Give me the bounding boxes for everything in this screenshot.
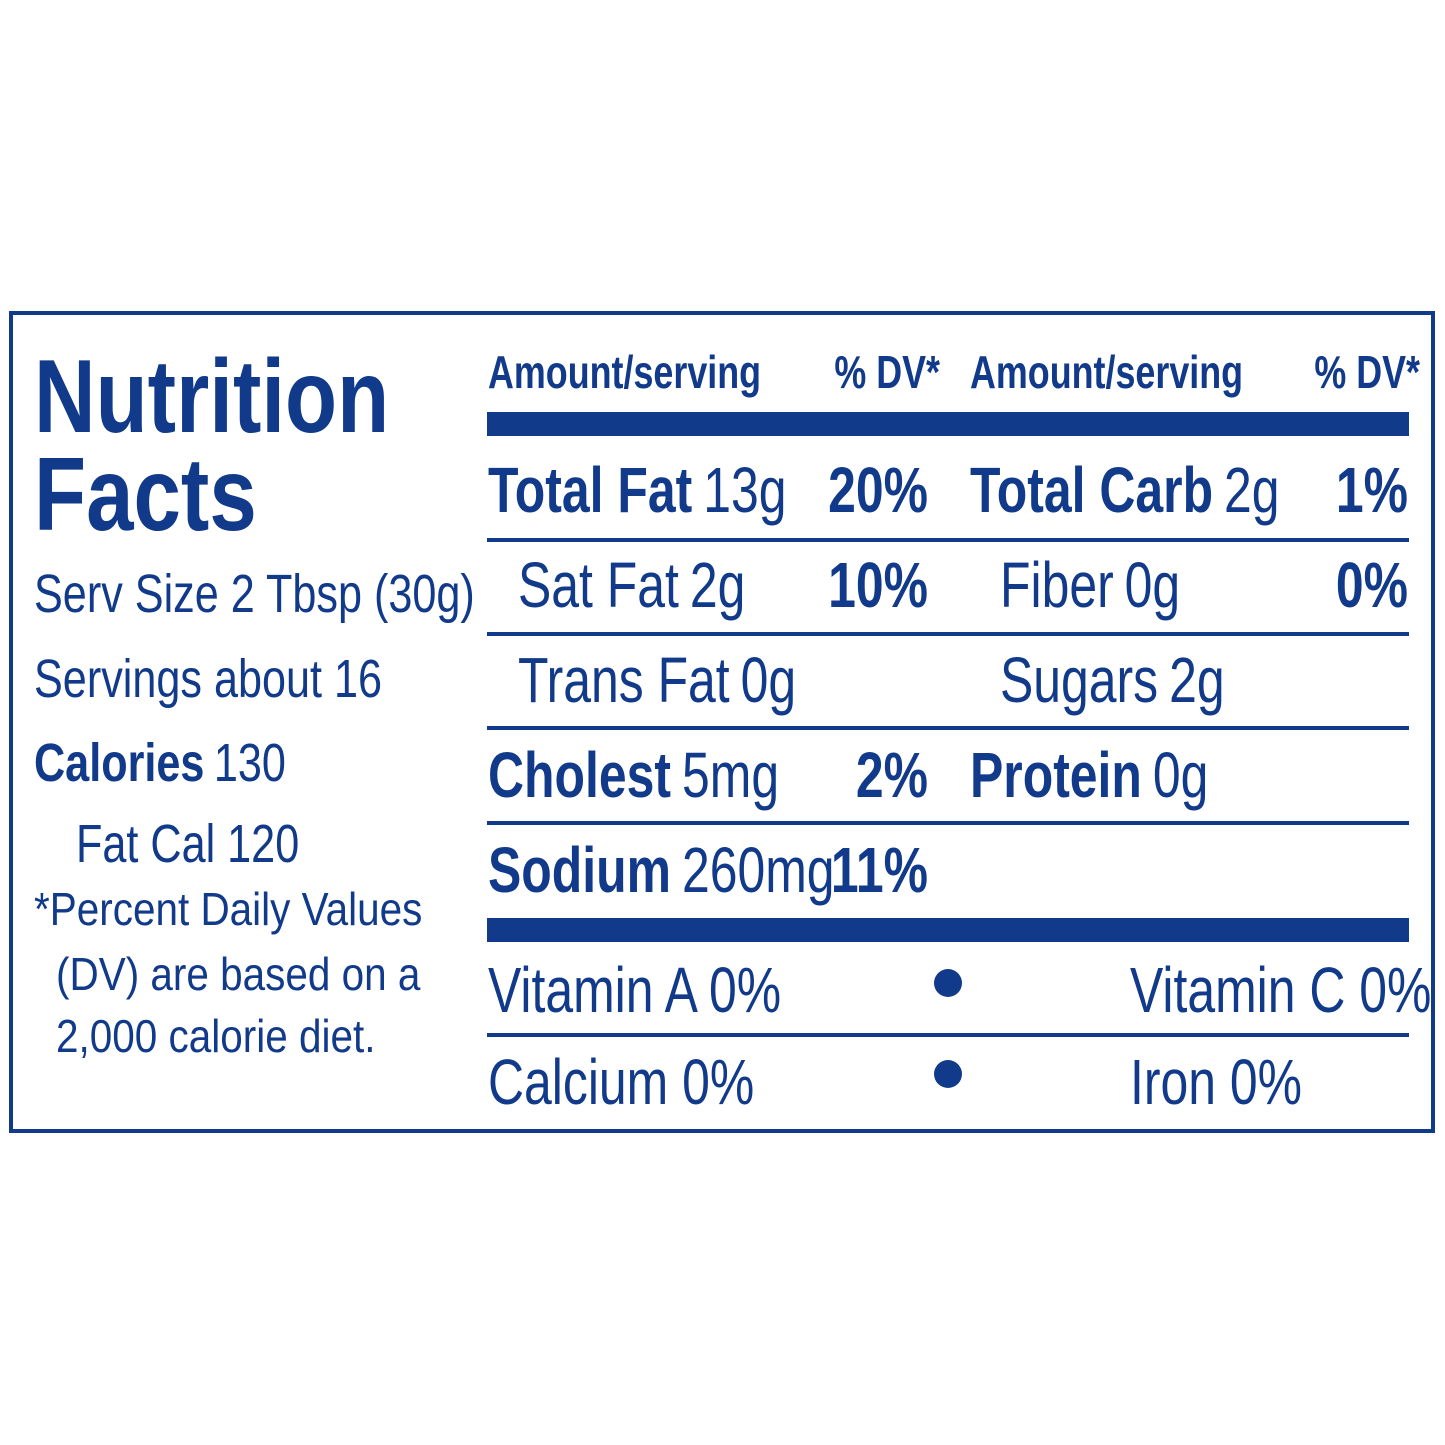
daily-value: 20%: [828, 455, 928, 526]
title-line: Facts: [34, 437, 257, 553]
footnote: 2,000 calorie diet.: [56, 1012, 375, 1063]
column-header: % DV*: [834, 347, 940, 398]
nutrient-name: Trans Fat: [518, 645, 730, 716]
daily-value-cell: 11%: [831, 835, 928, 906]
footnote: *Percent Daily Values: [34, 885, 422, 936]
rule: [487, 632, 1409, 636]
daily-value-cell: 2%: [856, 740, 928, 811]
calories-line: Calories 130: [34, 734, 286, 794]
header-cell: Amount/serving: [488, 347, 761, 398]
header-cell: % DV*: [834, 347, 940, 398]
nutrient-cell: Sodium 260mg: [488, 835, 835, 906]
header-cell: % DV*: [1314, 347, 1420, 398]
vitamin-cell: Vitamin C 0%: [1130, 955, 1431, 1026]
nutrient-cell: Cholest 5mg: [488, 740, 779, 811]
nutrient-name: Total Fat: [488, 455, 692, 526]
nutrient-amount: 13g: [703, 455, 786, 526]
servings: Servings about 16: [34, 650, 382, 710]
calories-value: 130: [214, 734, 286, 794]
bullet: [934, 969, 962, 997]
footnote: (DV) are based on a: [56, 950, 421, 1001]
footnote-line: *Percent Daily Values: [34, 885, 422, 936]
daily-value: 0%: [1336, 550, 1408, 621]
thick-rule: [487, 918, 1409, 942]
vitamin: Vitamin C 0%: [1130, 955, 1431, 1026]
vitamin-cell: Vitamin A 0%: [488, 955, 781, 1026]
daily-value: 10%: [828, 550, 928, 621]
rule: [487, 726, 1409, 730]
serving-size-line: Serv Size 2 Tbsp (30g): [34, 565, 475, 625]
fat-calories: Fat Cal 120: [76, 815, 299, 875]
vitamin: Iron 0%: [1130, 1047, 1302, 1118]
vitamin-cell: Calcium 0%: [488, 1047, 754, 1118]
nutrient-amount: 2g: [690, 550, 746, 621]
daily-value-cell: 0%: [1336, 550, 1408, 621]
label-border: [9, 311, 1435, 1133]
rule: [487, 1033, 1409, 1037]
vitamin: Vitamin A 0%: [488, 955, 781, 1026]
nutrient-amount: 2g: [1169, 645, 1225, 716]
nutrient-name: Sugars: [1000, 645, 1158, 716]
column-header: Amount/serving: [488, 347, 761, 398]
nutrient-amount: 0g: [1125, 550, 1181, 621]
daily-value: 2%: [856, 740, 928, 811]
footnote-line: 2,000 calorie diet.: [56, 1012, 375, 1063]
nutrient-name: Sat Fat: [518, 550, 679, 621]
nutrient-name: Protein: [970, 740, 1142, 811]
title: Facts: [34, 437, 257, 553]
daily-value-cell: 10%: [828, 550, 928, 621]
rule: [487, 821, 1409, 825]
vitamin: Calcium 0%: [488, 1047, 754, 1118]
nutrient-amount: 260mg: [682, 835, 835, 906]
column-header: Amount/serving: [970, 347, 1243, 398]
calories-name: Calories: [34, 734, 204, 794]
nutrient-cell: Trans Fat 0g: [518, 645, 796, 716]
nutrient-cell: Total Carb 2g: [970, 455, 1280, 526]
nutrient-name: Fiber: [1000, 550, 1114, 621]
nutrient-name: Total Carb: [970, 455, 1213, 526]
daily-value: 1%: [1336, 455, 1408, 526]
daily-value-cell: 1%: [1336, 455, 1408, 526]
rule: [487, 538, 1409, 542]
nutrient-cell: Sugars 2g: [1000, 645, 1225, 716]
daily-value-cell: 20%: [828, 455, 928, 526]
fat-calories-line: Fat Cal 120: [76, 815, 299, 875]
nutrient-amount: 2g: [1224, 455, 1280, 526]
nutrient-cell: Sat Fat 2g: [518, 550, 745, 621]
nutrient-amount: 0g: [741, 645, 797, 716]
nutrient-cell: Fiber 0g: [1000, 550, 1180, 621]
footnote-line: (DV) are based on a: [56, 950, 421, 1001]
vitamin-cell: Iron 0%: [1130, 1047, 1302, 1118]
serving-size: Serv Size 2 Tbsp (30g): [34, 565, 475, 625]
nutrient-amount: 0g: [1153, 740, 1209, 811]
nutrient-name: Cholest: [488, 740, 671, 811]
header-cell: Amount/serving: [970, 347, 1243, 398]
nutrient-amount: 5mg: [682, 740, 779, 811]
nutrient-name: Sodium: [488, 835, 671, 906]
thick-rule: [487, 412, 1409, 436]
nutrient-cell: Protein 0g: [970, 740, 1208, 811]
daily-value: 11%: [831, 835, 928, 906]
title-line: Nutrition: [34, 339, 389, 455]
nutrient-cell: Total Fat 13g: [488, 455, 786, 526]
title: Nutrition: [34, 339, 389, 455]
bullet: [934, 1060, 962, 1088]
servings-line: Servings about 16: [34, 650, 382, 710]
column-header: % DV*: [1314, 347, 1420, 398]
